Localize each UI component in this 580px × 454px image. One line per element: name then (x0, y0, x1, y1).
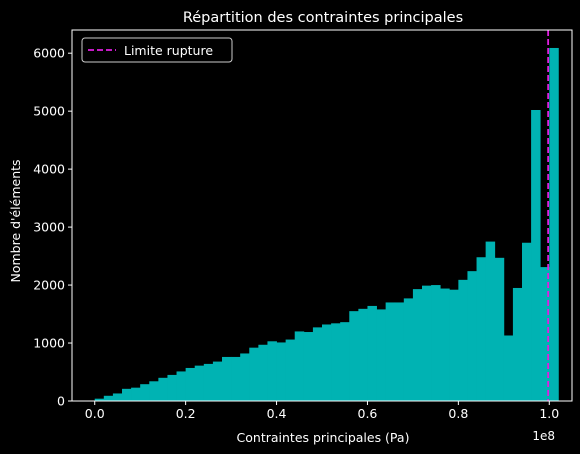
x-axis-label: Contraintes principales (Pa) (237, 430, 410, 445)
histogram-bar (158, 377, 168, 401)
y-tick-label: 0 (57, 394, 65, 409)
histogram-bar (267, 341, 277, 401)
histogram-bar (522, 242, 532, 401)
legend: Limite rupture (81, 37, 233, 63)
histogram-bar (231, 356, 241, 401)
histogram-bar (331, 323, 341, 401)
histogram-bar (149, 381, 159, 401)
histogram-bar (112, 393, 123, 401)
y-tick-label: 2000 (33, 278, 65, 293)
histogram-bar (194, 365, 205, 401)
chart-title: Répartition des contraintes principales (183, 10, 463, 26)
x-tick-label: 0.4 (267, 406, 287, 421)
histogram-bar (403, 298, 414, 401)
x-tick-label: 1.0 (539, 406, 559, 421)
histogram-bar (276, 342, 287, 401)
histogram-bar (222, 356, 232, 401)
histogram-bar (412, 289, 423, 401)
x-tick-label: 0.6 (358, 406, 378, 421)
histogram-bar (358, 308, 368, 401)
histogram-bar (312, 327, 323, 401)
histogram-bar (385, 302, 396, 401)
histogram-bar (449, 289, 459, 401)
histogram-bar (485, 241, 496, 401)
histogram-bar (476, 257, 487, 401)
histogram-bar (94, 398, 105, 401)
x-tick-label: 0.2 (176, 406, 196, 421)
legend-label: Limite rupture (124, 43, 213, 58)
histogram-bar (185, 367, 196, 401)
histogram-bars (94, 47, 559, 402)
histogram-bar (122, 388, 132, 401)
histogram-bar (540, 267, 550, 401)
histogram-bar (467, 271, 477, 401)
histogram-bar (303, 332, 314, 401)
histogram-bar (240, 353, 250, 401)
x-axis-offset-label: 1e8 (532, 429, 555, 443)
histogram-bar (212, 361, 223, 401)
histogram-bar (440, 288, 450, 401)
histogram-bar (285, 339, 296, 401)
histogram-bar (249, 347, 259, 401)
histogram-bar (458, 279, 468, 401)
histogram-bar (176, 371, 187, 401)
y-tick-label: 4000 (33, 162, 65, 177)
histogram-bar (103, 395, 114, 401)
x-axis-ticks: 0.0 0.2 0.4 0.6 0.8 1.0 (85, 401, 559, 421)
histogram-bar (494, 257, 505, 401)
histogram-bar (349, 311, 359, 401)
histogram-bar (503, 335, 514, 401)
y-axis-label: Nombre d'éléments (8, 159, 23, 282)
plot-frame (71, 29, 573, 402)
histogram-bar (140, 384, 150, 401)
histogram-bar (531, 109, 541, 401)
histogram-bar (203, 363, 214, 401)
histogram-bar (322, 324, 332, 401)
histogram-bar (512, 287, 523, 401)
x-tick-label: 0.8 (448, 406, 468, 421)
y-tick-label: 5000 (33, 104, 65, 119)
histogram-bar (376, 309, 387, 401)
y-tick-label: 3000 (33, 220, 65, 235)
y-axis-ticks: 0 1000 2000 3000 4000 5000 6000 (33, 46, 72, 409)
histogram-bar (258, 344, 268, 401)
histogram-bar (431, 285, 441, 401)
legend-box (81, 37, 233, 63)
histogram-bar (549, 47, 559, 402)
histogram-bar (340, 322, 350, 401)
x-tick-label: 0.0 (85, 406, 105, 421)
y-tick-label: 1000 (33, 336, 65, 351)
histogram-bar (131, 387, 141, 401)
histogram-bar (367, 305, 377, 401)
histogram-bar (422, 285, 432, 401)
y-tick-label: 6000 (33, 46, 65, 61)
histogram-bar (394, 302, 405, 401)
histogram-bar (294, 331, 305, 401)
histogram-bar (167, 374, 177, 401)
